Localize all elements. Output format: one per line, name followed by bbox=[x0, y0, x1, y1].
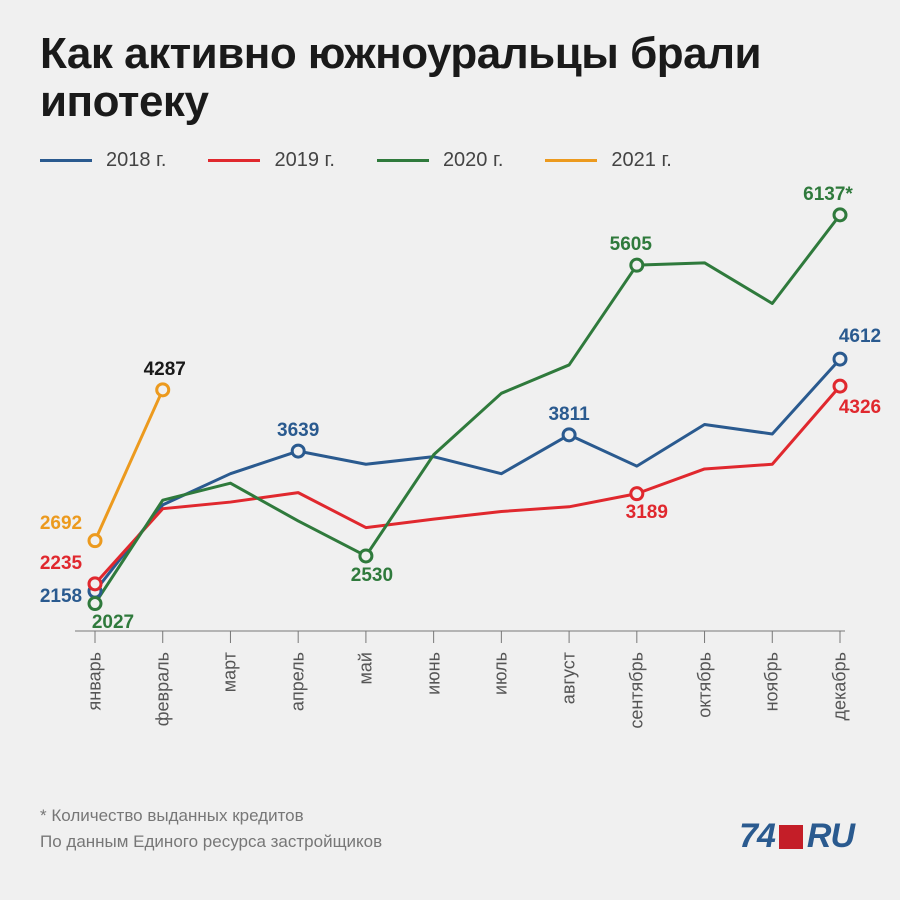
x-axis-label: ноябрь bbox=[762, 652, 783, 711]
logo-square-icon bbox=[779, 825, 803, 849]
data-point-label: 2530 bbox=[351, 565, 393, 587]
data-point-label: 3639 bbox=[277, 420, 319, 442]
data-point-label: 4612 bbox=[839, 326, 881, 348]
legend-label: 2021 г. bbox=[611, 149, 671, 172]
data-point-label: 4326 bbox=[839, 397, 881, 419]
data-point-label: 6137* bbox=[803, 184, 853, 206]
site-logo: 74 RU bbox=[739, 817, 854, 856]
legend-label: 2020 г. bbox=[443, 149, 503, 172]
data-point-label: 2027 bbox=[92, 612, 134, 634]
legend-item-2021: 2021 г. bbox=[545, 149, 671, 172]
chart-area: 2235 2158 2027 2692 4287 3639 2530 3811 3189 5605… bbox=[40, 190, 860, 700]
legend-swatch bbox=[377, 159, 429, 162]
data-point-label: 2235 bbox=[40, 553, 82, 575]
x-axis-label: апрель bbox=[288, 652, 309, 711]
data-point-label: 2692 bbox=[40, 513, 82, 535]
x-axis-label: июнь bbox=[423, 652, 444, 695]
footnote-line: По данным Единого ресурса застройщиков bbox=[40, 829, 382, 855]
x-axis-label: сентябрь bbox=[626, 652, 647, 729]
x-axis-label: октябрь bbox=[694, 652, 715, 718]
data-point-label: 5605 bbox=[610, 234, 652, 256]
data-point-label: 3189 bbox=[626, 502, 668, 524]
chart-container: Как активно южноуральцы брали ипотеку 20… bbox=[0, 0, 900, 900]
legend-swatch bbox=[208, 159, 260, 162]
chart-title: Как активно южноуральцы брали ипотеку bbox=[40, 30, 860, 127]
legend-label: 2019 г. bbox=[274, 149, 334, 172]
legend-swatch bbox=[545, 159, 597, 162]
data-point-label: 2158 bbox=[40, 586, 82, 608]
legend-label: 2018 г. bbox=[106, 149, 166, 172]
x-axis-label: март bbox=[220, 652, 241, 692]
legend: 2018 г. 2019 г. 2020 г. 2021 г. bbox=[40, 149, 860, 172]
data-point-label: 3811 bbox=[548, 404, 589, 426]
x-axis-label: август bbox=[559, 652, 580, 704]
legend-item-2018: 2018 г. bbox=[40, 149, 166, 172]
chart-svg bbox=[40, 190, 860, 650]
x-axis-label: июль bbox=[491, 652, 512, 695]
x-axis-label: январь bbox=[85, 652, 106, 710]
x-axis-label: май bbox=[355, 652, 376, 684]
legend-swatch bbox=[40, 159, 92, 162]
x-axis-label: февраль bbox=[152, 652, 173, 726]
logo-suffix: RU bbox=[807, 817, 854, 856]
footnote: * Количество выданных кредитов По данным… bbox=[40, 803, 382, 854]
logo-number: 74 bbox=[739, 817, 775, 856]
legend-item-2020: 2020 г. bbox=[377, 149, 503, 172]
x-axis-label: декабрь bbox=[830, 652, 851, 721]
footnote-line: * Количество выданных кредитов bbox=[40, 803, 382, 829]
data-point-label: 4287 bbox=[144, 359, 186, 381]
legend-item-2019: 2019 г. bbox=[208, 149, 334, 172]
